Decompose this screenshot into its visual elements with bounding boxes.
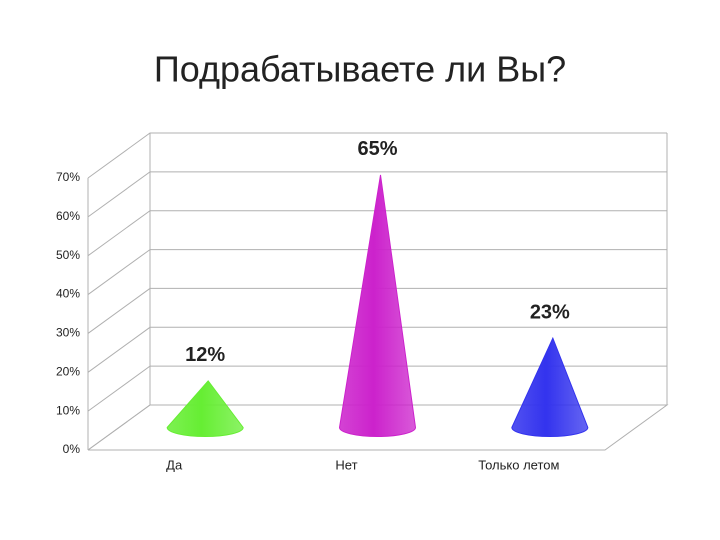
y-tick-label: 50% <box>56 248 80 262</box>
y-tick-label: 10% <box>56 403 80 417</box>
value-label: 12% <box>185 344 225 366</box>
chart-title: Подрабатываете ли Вы? <box>154 49 566 90</box>
grid-line <box>87 326 667 373</box>
grid-line <box>87 365 667 412</box>
x-tick-label: Только летом <box>478 457 559 472</box>
y-tick-label: 70% <box>56 170 80 184</box>
cone <box>338 174 417 437</box>
y-tick-label: 20% <box>56 364 80 378</box>
grid-line <box>87 210 667 257</box>
cone <box>166 380 244 437</box>
grid-line <box>87 404 667 451</box>
cone <box>511 336 589 437</box>
grid-line <box>87 171 667 218</box>
grid-line <box>87 249 667 295</box>
grid-line <box>87 132 667 179</box>
value-label: 65% <box>357 138 397 160</box>
value-label: 23% <box>530 301 570 323</box>
y-tick-label: 30% <box>56 326 80 340</box>
grid-line <box>87 287 667 334</box>
x-tick-label: Да <box>166 457 183 472</box>
x-tick-label: Нет <box>335 457 357 472</box>
y-tick-label: 60% <box>56 209 80 223</box>
y-tick-label: 40% <box>56 287 80 301</box>
y-tick-label: 0% <box>63 442 81 456</box>
